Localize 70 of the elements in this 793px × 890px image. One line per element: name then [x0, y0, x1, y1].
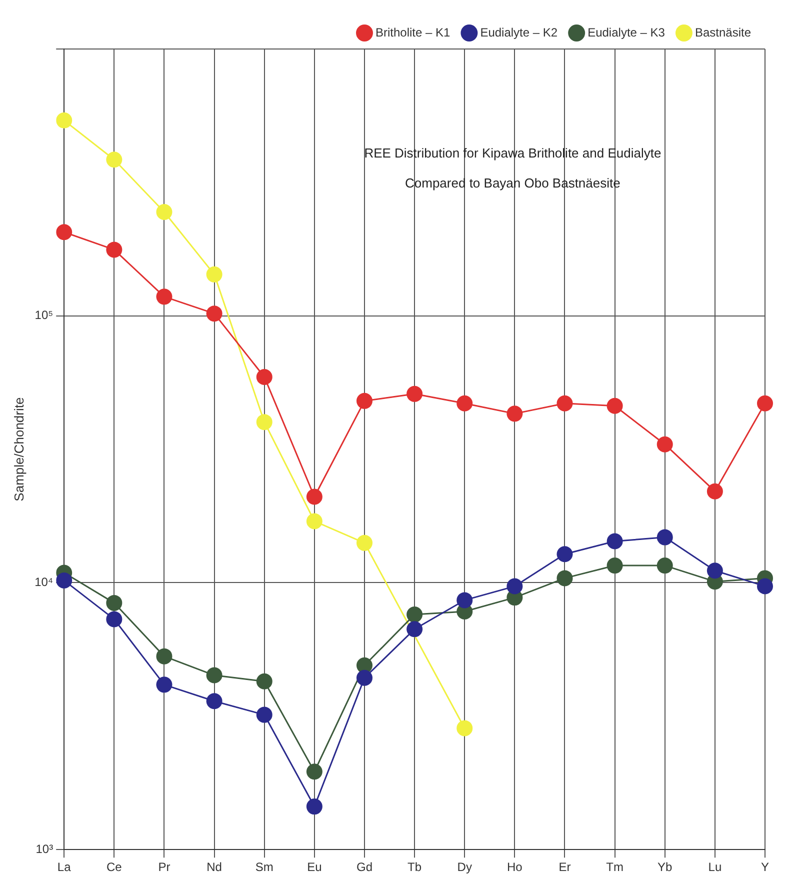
y-tick-label: 10⁴ [34, 575, 54, 590]
point [156, 648, 172, 664]
point [106, 242, 122, 258]
point [106, 152, 122, 168]
point [156, 288, 172, 305]
point [556, 570, 573, 586]
point [606, 558, 623, 574]
y-tick-label: 10³ [36, 842, 54, 856]
legend-label: Britholite – K1 [375, 25, 451, 40]
point [406, 606, 423, 623]
point [656, 529, 673, 546]
point [306, 764, 322, 780]
point [306, 513, 322, 530]
x-tick-label: Er [558, 860, 571, 874]
x-tick-label: Gd [356, 860, 372, 874]
legend-label: Eudialyte – K3 [588, 25, 666, 40]
point [256, 706, 272, 723]
point [56, 572, 72, 588]
point [506, 578, 523, 594]
point [456, 720, 473, 736]
x-tick-label: Tb [408, 860, 422, 874]
point [356, 534, 372, 551]
point [606, 398, 623, 414]
point [256, 414, 272, 430]
point [306, 488, 322, 505]
legend-label: Bastnäsite [694, 25, 752, 40]
point [356, 392, 372, 409]
point [706, 562, 723, 579]
point [156, 676, 172, 693]
point [556, 546, 573, 562]
point [656, 558, 673, 574]
point [406, 386, 423, 402]
x-tick-label: Y [760, 860, 770, 874]
point [106, 594, 122, 611]
point [306, 798, 322, 815]
point [206, 306, 222, 322]
point [206, 266, 222, 282]
x-tick-label: Ho [507, 860, 523, 874]
y-tick-label: 10⁵ [34, 308, 54, 322]
point [56, 224, 72, 240]
x-tick-label: Yb [658, 860, 673, 874]
point [757, 578, 773, 594]
y-axis-title: Sample/Chondrite [11, 397, 26, 502]
point [156, 204, 172, 220]
x-tick-label: Nd [206, 860, 222, 874]
point [56, 112, 72, 128]
x-tick-label: Sm [255, 860, 274, 874]
point [656, 436, 673, 452]
x-tick-label: Ce [106, 860, 122, 874]
x-tick-label: Dy [457, 860, 472, 874]
x-tick-label: La [57, 860, 72, 874]
point [606, 533, 623, 550]
point [206, 667, 222, 684]
point [206, 693, 222, 710]
point [556, 395, 573, 412]
point [256, 673, 272, 690]
legend-label: Eudialyte – K2 [480, 25, 558, 40]
point [456, 395, 473, 412]
point [106, 611, 122, 628]
x-tick-label: Lu [708, 860, 722, 874]
point [406, 621, 423, 638]
point [456, 592, 473, 608]
x-tick-label: Eu [307, 860, 322, 874]
point [706, 483, 723, 500]
point [256, 369, 272, 386]
point [356, 670, 372, 686]
x-tick-label: Tm [606, 860, 624, 874]
point [757, 395, 773, 412]
x-tick-label: Pr [158, 860, 170, 874]
point [506, 406, 523, 422]
